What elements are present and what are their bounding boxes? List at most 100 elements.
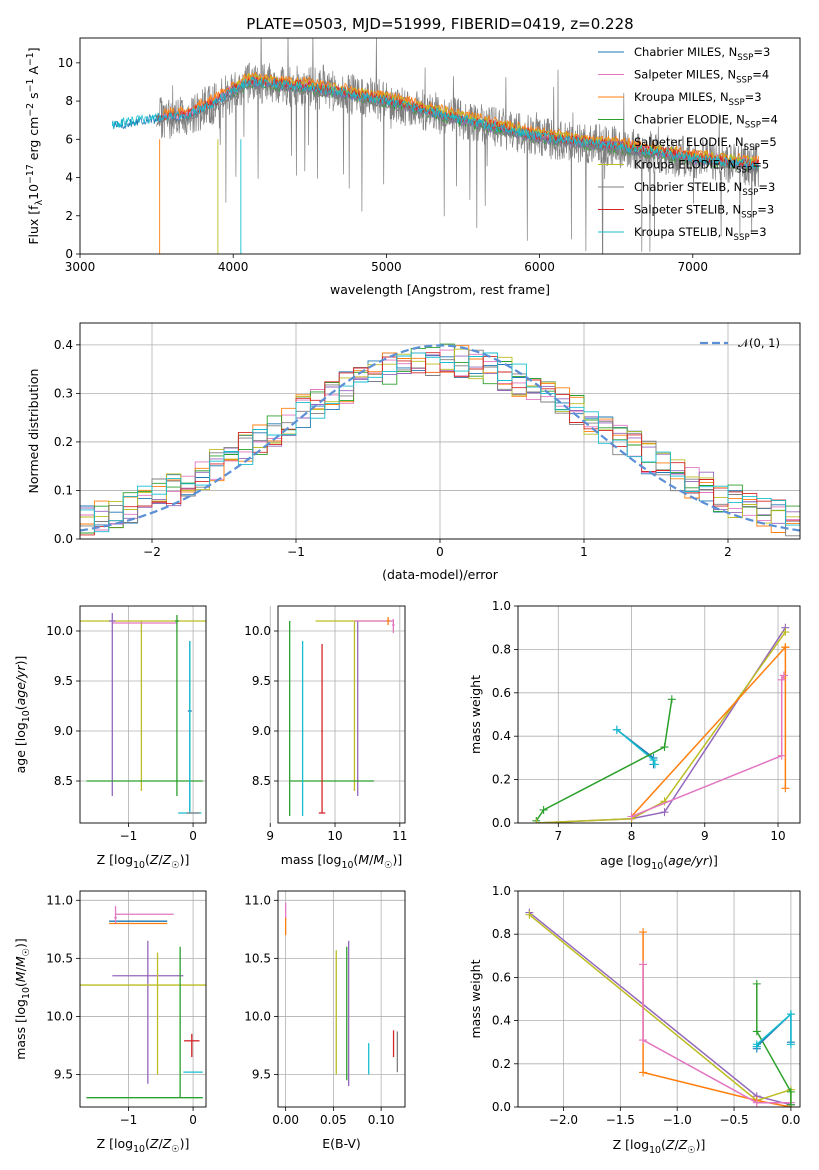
x-tick-label: 10	[327, 829, 342, 843]
y-tick-label: 0.2	[492, 1057, 511, 1071]
x-tick-label: −1	[120, 829, 138, 843]
weight-series	[627, 671, 788, 821]
label-part: (	[13, 982, 28, 987]
label-part: λ	[34, 199, 45, 205]
weight-marker	[786, 1040, 795, 1049]
axes-frame	[277, 605, 406, 824]
label-part: Z	[665, 1137, 675, 1152]
label-part: (	[353, 852, 358, 867]
x-tick-label: 9	[266, 829, 274, 843]
label-part: =3	[753, 45, 770, 59]
weight-marker	[660, 743, 669, 752]
legend-label: Salpeter STELIB, NSSP=3	[634, 203, 774, 221]
legend-item: Kroupa ELODIE, NSSP=5	[598, 158, 769, 176]
y-tick-label: 10.0	[46, 1009, 73, 1023]
y-tick-label: 10.5	[244, 951, 271, 965]
label-part: erg cm	[26, 117, 41, 165]
label-part: 10	[21, 710, 32, 722]
label-part: E(B-V)	[322, 1136, 361, 1151]
axes-frame	[79, 890, 207, 1108]
weight-series	[525, 910, 795, 1107]
normal-reference-curve	[80, 344, 800, 532]
weight-marker	[786, 1087, 795, 1096]
errorbar-point	[301, 641, 304, 816]
y-tick-label: 0.0	[492, 816, 511, 830]
plot-area	[532, 623, 790, 823]
errorbar-point	[114, 906, 117, 924]
y-tick-label: 9.5	[252, 1067, 271, 1081]
label-part: Z [log	[97, 852, 133, 867]
label-part: =5	[760, 135, 777, 149]
gridlines	[269, 606, 405, 823]
axes-frame	[277, 890, 406, 1108]
axes-frame	[79, 605, 207, 824]
plot-area	[80, 906, 206, 1099]
label-part: Z	[162, 1136, 172, 1151]
label-part: 10	[133, 860, 145, 871]
errorbar-point	[289, 621, 291, 816]
x-tick-label: 0	[189, 1113, 197, 1127]
plot-area	[80, 613, 206, 814]
weight-marker	[539, 805, 548, 814]
weight-line	[756, 983, 792, 1105]
legend-item: Chabrier MILES, NSSP=3	[598, 45, 770, 63]
weight-marker	[752, 1098, 761, 1107]
weight-marker	[660, 808, 669, 817]
label-part: Salpeter ELODIE, N	[634, 135, 744, 149]
y-tick-label: 1.0	[492, 599, 511, 613]
label-part: =5	[752, 158, 769, 172]
label-part: 10	[342, 860, 354, 871]
weight-series	[532, 628, 790, 823]
label-part: Z	[149, 1136, 159, 1151]
weight-marker	[781, 628, 790, 637]
errorbar-point	[392, 619, 395, 633]
gridlines	[80, 606, 206, 823]
legend-item: Salpeter ELODIE, NSSP=5	[598, 135, 777, 153]
y-tick-label: 0	[65, 247, 73, 261]
gridlines	[80, 891, 206, 1107]
legend-label: 𝒩(0, 1)	[738, 336, 780, 350]
legend-item: Chabrier STELIB, NSSP=3	[598, 180, 775, 198]
y-tick-label: 11.0	[244, 893, 271, 907]
label-part: SSP	[729, 98, 745, 108]
y-axis-label: mass [log10(M/M☉)]	[13, 938, 32, 1060]
x-axis-label: mass [log10(M/M☉)]	[281, 852, 403, 871]
errorbar-point	[321, 644, 323, 813]
label-part: Z [log	[97, 1136, 133, 1151]
histogram-step-line	[80, 352, 800, 533]
mass-vs-extinction-panel: 0.00 0.05 0.10 9.5 10.0 10.5 11.0 E(B-V)	[244, 890, 406, 1151]
label-part: Flux [f	[26, 205, 41, 245]
x-axis-label: Z [log10(Z/Z☉)]	[97, 1136, 190, 1155]
label-part: −1	[25, 52, 36, 66]
weight-vs-metallicity-panel: −2.0 −1.5 −1.0 −0.5 0.0 0.0 0.2 0.4 0.6 0.8 1.0 Z […	[468, 884, 800, 1156]
label-part: )]	[13, 656, 28, 666]
label-part: )]	[696, 1137, 706, 1152]
x-tick-label: 10	[770, 829, 785, 843]
label-part: =3	[758, 180, 775, 194]
errorbar-point	[109, 613, 116, 796]
label-part: =3	[745, 90, 762, 104]
x-tick-label: 7	[554, 829, 562, 843]
y-tick-label: 8.5	[252, 774, 271, 788]
weight-marker	[777, 675, 786, 684]
y-tick-label: 0.8	[492, 927, 511, 941]
x-tick-label: 0	[189, 829, 197, 843]
legend-item: Kroupa MILES, NSSP=3	[598, 90, 762, 108]
y-tick-label: 0.0	[492, 1100, 511, 1114]
legend: 𝒩(0, 1)	[700, 336, 780, 350]
y-tick-label: 0.3	[54, 386, 73, 400]
label-part: M	[13, 956, 28, 967]
weight-marker	[786, 1100, 795, 1107]
errorbar-point	[80, 620, 206, 791]
weight-marker	[650, 760, 659, 769]
figure-title: PLATE=0503, MJD=51999, FIBERID=0419, z=0…	[246, 15, 633, 33]
label-part: =3	[757, 203, 774, 217]
gridlines	[518, 890, 800, 1108]
legend-label: Kroupa MILES, NSSP=3	[634, 90, 762, 108]
y-tick-label: 9.0	[54, 724, 73, 738]
errorbar-point	[184, 1033, 200, 1058]
weight-series	[752, 979, 795, 1107]
x-tick-label: 9	[701, 829, 709, 843]
